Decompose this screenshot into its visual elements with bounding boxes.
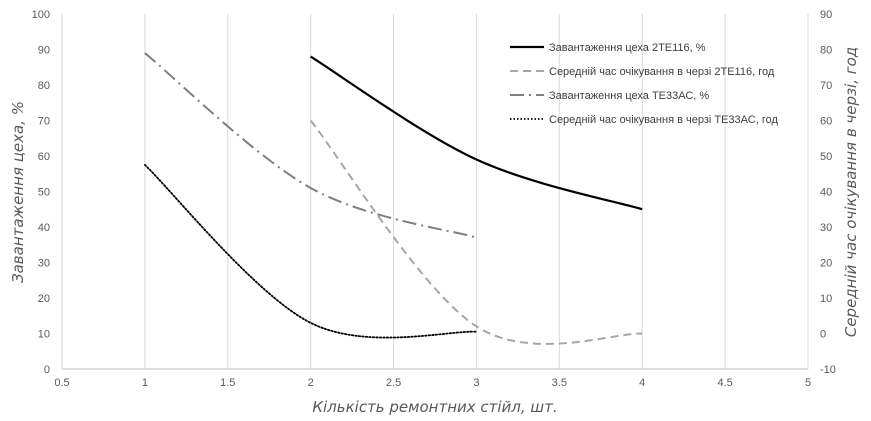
x-tick-label: 5 bbox=[805, 377, 811, 389]
y-tick-label: 80 bbox=[38, 80, 50, 92]
y2-tick-label: 90 bbox=[820, 9, 832, 21]
y2-tick-label: 70 bbox=[820, 80, 832, 92]
y-tick-label: 60 bbox=[38, 151, 50, 163]
series-line-3 bbox=[144, 52, 477, 239]
y-tick-label: 100 bbox=[32, 9, 50, 21]
y2-tick-label: 60 bbox=[820, 116, 832, 128]
y2-tick-label: 0 bbox=[820, 329, 826, 341]
x-tick-label: 3.5 bbox=[552, 377, 567, 389]
right-y-axis-ticks: -10 0 10 20 30 40 50 60 70 80 90 bbox=[820, 9, 836, 376]
legend-label-1: Завантаження цеха 2ТЕ116, % bbox=[549, 42, 706, 54]
y2-tick-label: 10 bbox=[820, 293, 832, 305]
y2-tick-label: 40 bbox=[820, 187, 832, 199]
legend-label-3: Завантаження цеха ТЕ33АС, % bbox=[549, 90, 709, 102]
x-tick-label: 1 bbox=[142, 377, 148, 389]
y-tick-label: 50 bbox=[38, 187, 50, 199]
y-tick-label: 30 bbox=[38, 258, 50, 270]
x-tick-label: 4.5 bbox=[717, 377, 732, 389]
right-y-axis-title: Середній час очікування в черзі, год bbox=[842, 47, 860, 337]
legend-label-4: Середній час очікування в черзі ТЕ33АС, … bbox=[549, 114, 778, 126]
y-tick-label: 70 bbox=[38, 116, 50, 128]
legend: Завантаження цеха 2ТЕ116, % Середній час … bbox=[510, 42, 778, 126]
x-tick-label: 0.5 bbox=[54, 377, 69, 389]
y-tick-label: 40 bbox=[38, 222, 50, 234]
left-y-axis-title: Завантаження цеха, % bbox=[9, 101, 27, 283]
x-tick-label: 1.5 bbox=[220, 377, 235, 389]
y2-tick-label: -10 bbox=[820, 364, 836, 376]
series-layer bbox=[143, 52, 643, 345]
y-tick-label: 10 bbox=[38, 329, 50, 341]
x-tick-label: 2 bbox=[308, 377, 314, 389]
y2-tick-label: 30 bbox=[820, 222, 832, 234]
left-y-axis-ticks: 0 10 20 30 40 50 60 70 80 90 100 bbox=[32, 9, 50, 376]
y2-tick-label: 50 bbox=[820, 151, 832, 163]
x-tick-label: 4 bbox=[639, 377, 645, 389]
x-tick-label: 2.5 bbox=[386, 377, 401, 389]
vertical-grid bbox=[61, 14, 809, 369]
legend-label-2: Середній час очікування в черзі 2ТЕ116, … bbox=[549, 66, 775, 78]
y-tick-label: 90 bbox=[38, 45, 50, 57]
series-line-4 bbox=[143, 163, 478, 339]
y-tick-label: 20 bbox=[38, 293, 50, 305]
x-tick-label: 3 bbox=[473, 377, 479, 389]
series-line-1 bbox=[310, 55, 643, 211]
y2-tick-label: 80 bbox=[820, 45, 832, 57]
y2-tick-label: 20 bbox=[820, 258, 832, 270]
x-axis-title: Кількість ремонтних стійл, шт. bbox=[312, 398, 557, 416]
y-tick-label: 0 bbox=[44, 364, 50, 376]
x-axis-ticks: 0.5 1 1.5 2 2.5 3 3.5 4 4.5 5 bbox=[54, 377, 811, 389]
